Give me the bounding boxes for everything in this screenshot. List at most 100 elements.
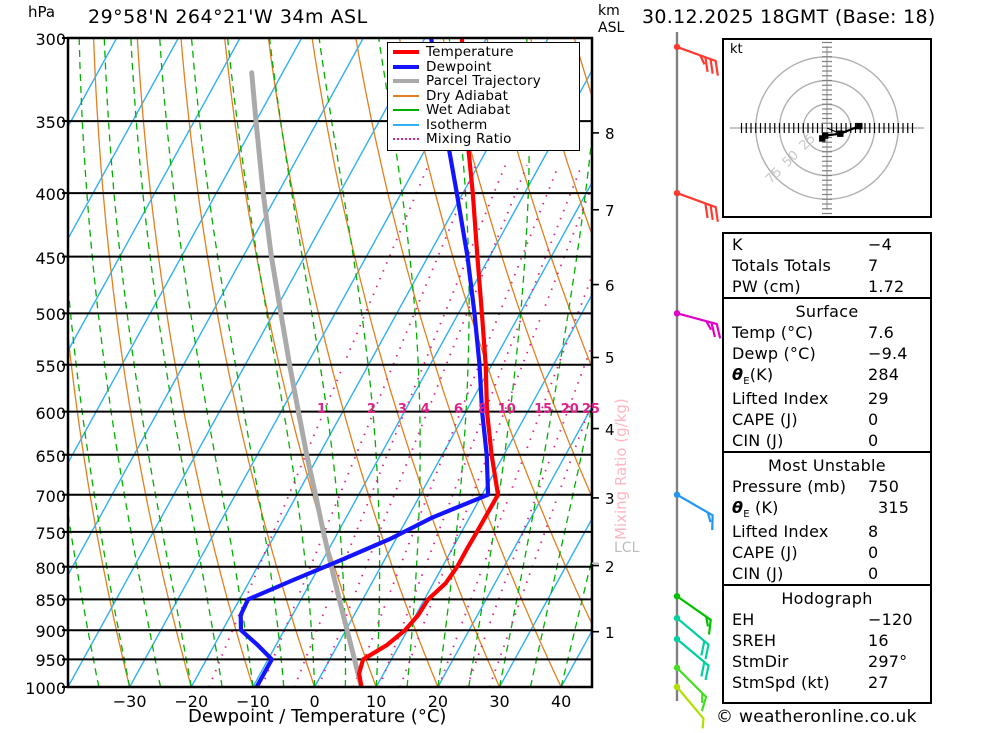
height-tick-6: 6: [605, 276, 615, 295]
pressure-tick-400: 400: [35, 185, 66, 205]
pressure-tick-350: 350: [35, 113, 66, 133]
height-unit-label: km: [598, 3, 620, 19]
hodograph-ring-label: 25: [797, 131, 819, 153]
surface-section: Surface Temp (°C) 7.6 Dewp (°C) −9.4 θE(K) 284…: [724, 299, 930, 454]
pressure-tick-600: 600: [35, 403, 66, 423]
legend-item-parcel-trajectory: Parcel Trajectory: [391, 73, 576, 90]
wind-barb: [673, 664, 708, 712]
stat-label: Lifted Index: [732, 389, 829, 409]
legend-item-dry-adiabat: Dry Adiabat: [391, 87, 576, 104]
stat-row: Totals Totals 7: [724, 255, 930, 276]
stat-row: CIN (J) 0: [724, 430, 930, 451]
mixing-ratio-label-4: 4: [420, 402, 430, 418]
stat-row: CAPE (J) 0: [724, 409, 930, 430]
stat-row: PW (cm) 1.72: [724, 276, 930, 297]
stat-value: 0: [868, 410, 879, 430]
hodograph-point: [856, 122, 863, 130]
stat-label: θE(K): [732, 365, 774, 388]
stat-value: 29: [868, 389, 889, 409]
model-run-title: 30.12.2025 18GMT (Base: 18): [642, 6, 936, 28]
temperature-tick-10: 10: [366, 692, 387, 711]
legend-swatch-icon: [391, 60, 421, 74]
wind-barb: [673, 310, 722, 339]
stat-row: StmDir 297°: [724, 651, 930, 672]
mixing-ratio-label-6: 6: [453, 402, 463, 418]
pressure-unit-label: hPa: [28, 3, 56, 21]
stat-value: 7.6: [868, 323, 895, 342]
stat-value: 8: [868, 522, 879, 542]
most-unstable-section-title: Most Unstable: [768, 456, 886, 476]
pressure-axis: 300 350 400 450 500 550 600 650 700 750 800 850 900 9…: [0, 0, 66, 733]
stat-label: K: [732, 235, 743, 254]
stat-row: Temp (°C) 7.6: [724, 322, 930, 343]
hodograph-unit-label: kt: [730, 42, 743, 57]
pressure-tick-850: 850: [35, 591, 66, 611]
legend-item-label: Parcel Trajectory: [426, 73, 541, 90]
stat-label: EH: [732, 610, 755, 630]
mixing-ratio-label-2: 2: [366, 402, 377, 418]
x-axis-title: Dewpoint / Temperature (°C): [188, 706, 447, 727]
stat-label: Dewp (°C): [732, 344, 816, 363]
pressure-tick-900: 900: [35, 622, 66, 642]
wind-barb: [673, 683, 705, 729]
temperature-tick-20: 20: [427, 692, 449, 711]
legend-item-label: Dry Adiabat: [426, 87, 509, 104]
pressure-tick-1000: 1000: [25, 679, 66, 698]
mixing-ratio-label-3: 3: [397, 402, 407, 418]
legend-item-label: Mixing Ratio: [426, 131, 512, 148]
wind-barb: [673, 491, 714, 531]
chart-legend: Temperature Dewpoint Parcel Trajectory Dry …: [387, 42, 580, 151]
stat-value: 297°: [868, 652, 908, 672]
stat-label: Lifted Index: [732, 522, 829, 542]
height-tick-1: 1: [605, 623, 615, 642]
stat-row: CIN (J) 0: [724, 563, 930, 584]
pressure-tick-950: 950: [35, 651, 66, 671]
stat-label: Totals Totals: [732, 256, 832, 275]
stat-label: Pressure (mb): [732, 477, 847, 497]
legend-item-label: Wet Adiabat: [426, 102, 511, 119]
temperature-tick-30: 30: [489, 692, 510, 711]
stat-row: SREH 16: [724, 630, 930, 651]
stat-value: 0: [868, 564, 879, 584]
legend-item-temperature: Temperature: [391, 44, 576, 61]
pressure-tick-750: 750: [35, 523, 66, 543]
sounding-indices-panel: K −4 Totals Totals 7 PW (cm) 1.72 Surface Temp…: [722, 232, 932, 704]
wind-barb: [673, 593, 713, 635]
hodograph-section-title: Hodograph: [781, 589, 873, 609]
hodograph-panel: 25 50 75: [722, 38, 932, 218]
pressure-tick-450: 450: [35, 248, 66, 268]
legend-item-label: Isotherm: [426, 116, 488, 133]
stat-row: Lifted Index 8: [724, 521, 930, 542]
legend-swatch-icon: [391, 118, 421, 132]
legend-item-label: Temperature: [426, 44, 514, 61]
stat-value: −4: [868, 235, 892, 254]
stat-value: 0: [868, 431, 879, 451]
stat-label: SREH: [732, 631, 777, 651]
pressure-tick-800: 800: [35, 558, 66, 578]
height-tick-5: 5: [605, 349, 615, 368]
temperature-tick--20: −20: [174, 692, 209, 711]
legend-swatch-icon: [391, 45, 421, 59]
height-tick-3: 3: [605, 489, 615, 508]
stat-row: Dewp (°C) −9.4: [724, 343, 930, 364]
stat-row: K −4: [724, 234, 930, 255]
legend-swatch-icon: [391, 74, 421, 88]
hodograph-point: [819, 135, 826, 142]
pressure-tick-550: 550: [35, 356, 66, 376]
temperature-tick-40: 40: [550, 692, 572, 711]
station-title: 29°58'N 264°21'W 34m ASL: [88, 6, 368, 28]
hodograph-stats-section: Hodograph EH −120 SREH 16 StmDir 297° StmSpd (k…: [724, 586, 930, 693]
legend-swatch-icon: [391, 132, 421, 146]
most-unstable-section: Most Unstable Pressure (mb) 750 θE (K) 315 Li…: [724, 453, 930, 587]
pressure-tick-700: 700: [35, 486, 66, 506]
pressure-tick-650: 650: [35, 446, 66, 466]
height-tick-4: 4: [605, 420, 615, 439]
surface-section-title: Surface: [795, 302, 859, 321]
mixing-ratio-axis-title: Mixing Ratio (g/kg): [612, 398, 630, 540]
indices-section: K −4 Totals Totals 7 PW (cm) 1.72: [724, 234, 930, 299]
stat-row: θE(K) 284: [724, 364, 930, 388]
mixing-ratio-label-1: 1: [317, 402, 327, 418]
stat-value: 7: [868, 256, 879, 275]
